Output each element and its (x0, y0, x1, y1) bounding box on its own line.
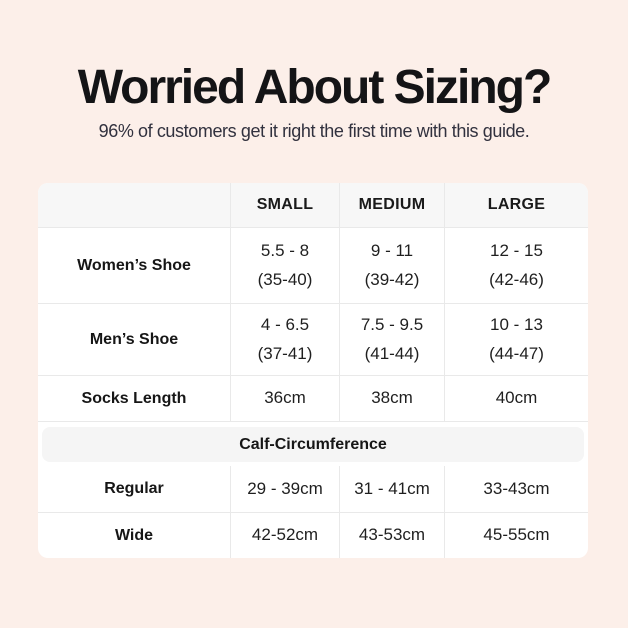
womens-shoe-small-range: 5.5 - 8 (260, 240, 310, 260)
wide-small: 42-52cm (230, 513, 339, 558)
mens-shoe-label: Men’s Shoe (89, 330, 179, 348)
wide-medium: 43-53cm (339, 513, 444, 558)
header-cell-empty (38, 183, 230, 227)
table-header-row: SMALL MEDIUM LARGE (38, 183, 588, 227)
page-subtitle: 96% of customers get it right the first … (98, 121, 530, 141)
womens-shoe-small-eu: (35-40) (257, 269, 313, 289)
womens-shoe-large-eu: (42-46) (489, 269, 544, 289)
mens-shoe-medium-eu: (41-44) (364, 343, 420, 363)
womens-shoe-medium: 9 - 11 (39-42) (339, 228, 444, 303)
row-mens-shoe: Men’s Shoe 4 - 6.5 (37-41) 7.5 - 9.5 (41… (38, 303, 588, 375)
womens-shoe-large-range: 12 - 15 (490, 240, 543, 260)
socks-length-small: 36cm (230, 376, 339, 421)
regular-label: Regular (104, 480, 164, 497)
row-womens-shoe: Women’s Shoe 5.5 - 8 (35-40) 9 - 11 (39-… (38, 227, 588, 303)
row-regular: Regular 29 - 39cm 31 - 41cm 33-43cm (38, 466, 588, 512)
womens-shoe-large: 12 - 15 (42-46) (444, 228, 588, 303)
mens-shoe-large-range: 10 - 13 (490, 314, 543, 334)
socks-length-large: 40cm (444, 376, 588, 421)
womens-shoe-label: Women’s Shoe (77, 256, 191, 274)
womens-shoe-small: 5.5 - 8 (35-40) (230, 228, 339, 303)
calf-section-row: Calf-Circumference (38, 421, 588, 466)
regular-medium: 31 - 41cm (339, 466, 444, 512)
wide-label: Wide (114, 526, 154, 544)
mens-shoe-small-eu: (37-41) (257, 343, 313, 363)
regular-large: 33-43cm (444, 466, 588, 512)
mens-shoe-small: 4 - 6.5 (37-41) (230, 304, 339, 375)
row-wide: Wide 42-52cm 43-53cm 45-55cm (38, 512, 588, 558)
wide-large: 45-55cm (444, 513, 588, 558)
womens-shoe-medium-eu: (39-42) (364, 269, 420, 289)
header-cell-medium: MEDIUM (339, 183, 444, 227)
sizing-table: SMALL MEDIUM LARGE Women’s Shoe 5.5 - 8 … (38, 183, 588, 558)
row-socks-length: Socks Length 36cm 38cm 40cm (38, 375, 588, 421)
header-cell-large: LARGE (444, 183, 588, 227)
mens-shoe-medium-range: 7.5 - 9.5 (360, 314, 424, 334)
regular-small: 29 - 39cm (230, 466, 339, 512)
socks-length-medium: 38cm (339, 376, 444, 421)
socks-length-label: Socks Length (81, 389, 187, 407)
mens-shoe-large-eu: (44-47) (489, 343, 544, 363)
mens-shoe-large: 10 - 13 (44-47) (444, 304, 588, 375)
calf-circumference-header: Calf-Circumference (42, 427, 584, 462)
womens-shoe-medium-range: 9 - 11 (370, 240, 414, 260)
header-cell-small: SMALL (230, 183, 339, 227)
mens-shoe-medium: 7.5 - 9.5 (41-44) (339, 304, 444, 375)
mens-shoe-small-range: 4 - 6.5 (260, 314, 310, 334)
page-title: Worried About Sizing? (77, 61, 553, 114)
